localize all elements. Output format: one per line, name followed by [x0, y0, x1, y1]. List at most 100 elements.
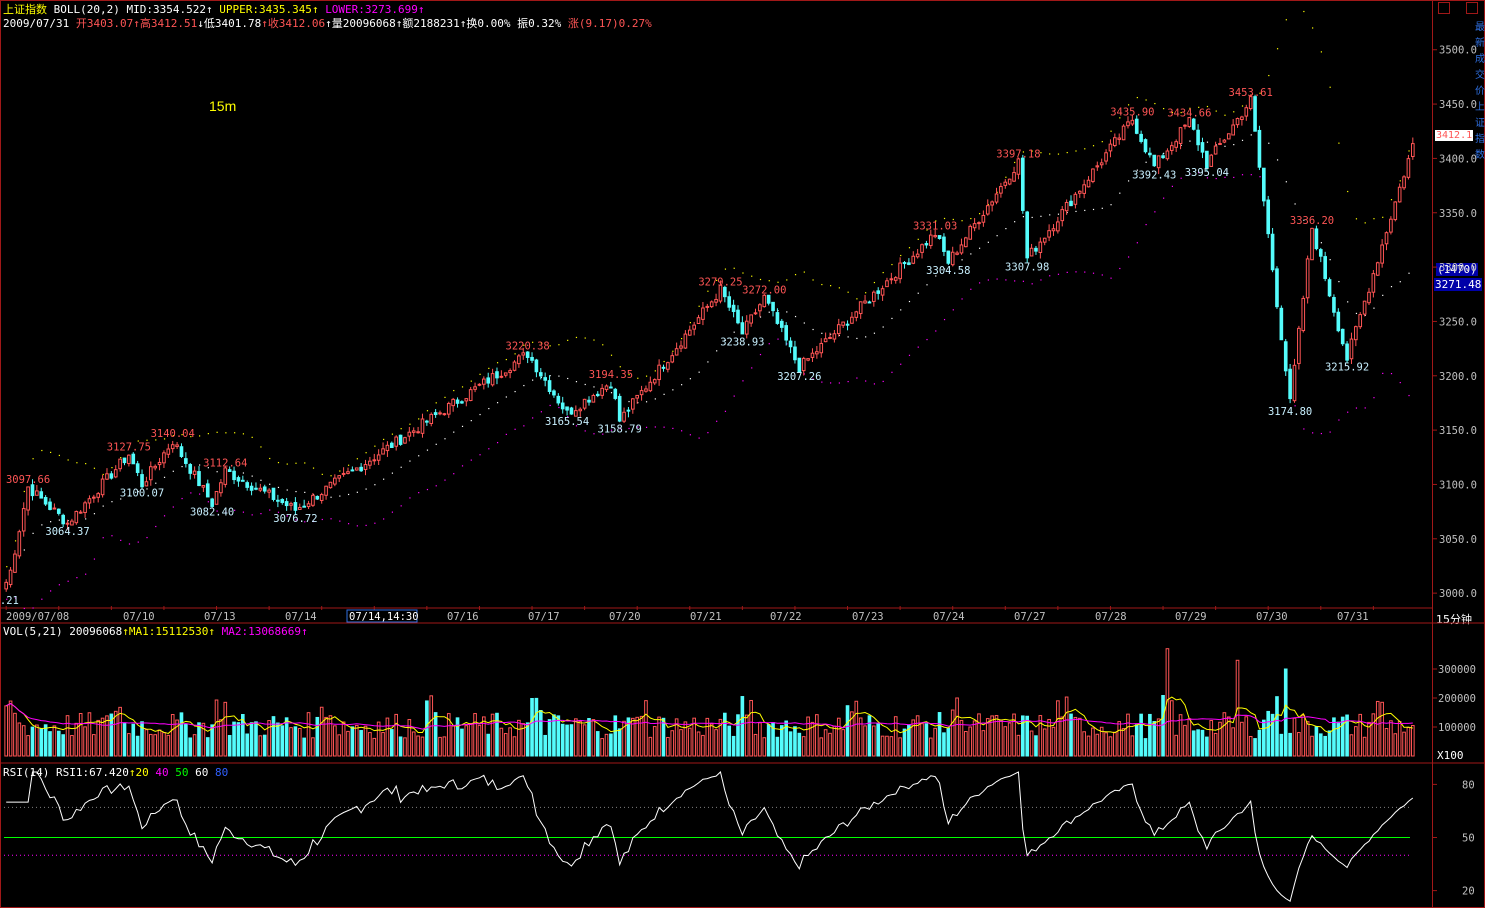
- candle-body: [574, 410, 578, 417]
- volume-bar: [538, 710, 543, 757]
- price-axis-label-4: 3300.0: [1439, 262, 1477, 274]
- boll-lower-dot: [479, 454, 481, 456]
- boll-upper-dot: [50, 451, 52, 454]
- boll-upper-dot: [549, 345, 551, 347]
- restore-icon[interactable]: [1438, 2, 1450, 14]
- candle-body: [1082, 184, 1086, 194]
- volume-bar: [1191, 730, 1196, 757]
- boll-lower-dot: [900, 363, 902, 365]
- candle-body: [718, 284, 723, 302]
- boll-lower-dot: [14, 597, 17, 599]
- volume-bar: [17, 722, 22, 757]
- candle-body: [96, 493, 101, 498]
- volume-bar: [512, 736, 517, 757]
- boll-upper-dot: [716, 279, 718, 281]
- candle-body: [1375, 262, 1380, 276]
- boll-lower-dot: [155, 525, 157, 528]
- boll-mid-dot: [1364, 314, 1366, 316]
- bar-amplitude: 振0.32%: [517, 17, 562, 30]
- volume-bar: [83, 726, 87, 757]
- candle-body: [227, 469, 232, 472]
- candle-body: [1358, 314, 1363, 328]
- candle-body: [1152, 154, 1157, 167]
- date-axis-label-10: 07/23: [852, 611, 884, 623]
- candle-body: [464, 398, 469, 402]
- candle-body: [1305, 258, 1310, 299]
- price-annotation-15: 3238.93: [720, 336, 764, 348]
- boll-mid-dot: [58, 519, 60, 521]
- boll-mid-dot: [908, 300, 911, 303]
- boll-lower-dot: [6, 598, 8, 600]
- boll-upper-dot: [312, 467, 315, 469]
- boll-upper-dot: [1136, 96, 1138, 99]
- bar-high: 高3412.51: [139, 17, 198, 30]
- volume-bar: [157, 729, 162, 757]
- boll-mid-dot: [67, 520, 69, 522]
- close-icon[interactable]: [1466, 2, 1478, 14]
- volume-bar: [556, 715, 561, 757]
- boll-mid-dot: [1373, 307, 1375, 309]
- candle-body: [17, 531, 22, 557]
- index-name[interactable]: 上证指数: [3, 3, 47, 16]
- boll-lower-dot: [93, 558, 96, 560]
- price-axis-label-2: 3400.0: [1439, 153, 1477, 165]
- volume-bar: [521, 723, 526, 757]
- candle-body: [482, 378, 486, 385]
- boll-lower-dot: [978, 282, 981, 284]
- candle-body: [1288, 368, 1292, 400]
- boll-upper-dot: [1382, 216, 1384, 218]
- candle-body: [1262, 167, 1266, 202]
- boll-lower-dot: [374, 522, 376, 524]
- boll-mid-dot: [1241, 139, 1244, 141]
- candle-body: [254, 487, 258, 490]
- boll-upper-dot: [76, 462, 78, 464]
- volume-bar: [701, 734, 705, 757]
- boll-lower-dot: [1224, 176, 1226, 179]
- cursor-price: 3271.48: [1434, 278, 1483, 291]
- candle-body: [100, 478, 105, 496]
- price-annotation-11: 3194.35: [589, 369, 633, 381]
- boll-lower-dot: [1303, 428, 1305, 430]
- boll-mid-dot: [1075, 210, 1077, 213]
- candle-body: [1231, 124, 1235, 136]
- volume-bar: [727, 725, 732, 757]
- candle-body: [35, 490, 39, 496]
- volume-bar: [381, 732, 385, 757]
- boll-lower-dot: [698, 437, 700, 439]
- candle-body: [692, 324, 696, 330]
- candle-body: [1314, 228, 1319, 250]
- volume-bar: [1073, 716, 1078, 757]
- volume-bar: [1038, 715, 1043, 757]
- price-annotation-23: 3434.66: [1167, 108, 1211, 120]
- boll-mid-dot: [1057, 213, 1060, 215]
- volume-bar: [245, 733, 250, 757]
- boll-lower-dot: [1171, 185, 1173, 187]
- candle-body: [806, 358, 810, 361]
- volume-bar: [648, 736, 653, 757]
- boll-mid-dot: [610, 392, 613, 394]
- boll-upper-dot: [181, 434, 183, 436]
- volume-bar: [591, 719, 596, 757]
- candle-body: [372, 459, 377, 462]
- boll-mid-dot: [1127, 180, 1130, 182]
- boll-lower-dot: [295, 519, 297, 521]
- boll-lower-dot: [873, 383, 876, 385]
- volume-bar: [1288, 732, 1292, 757]
- boll-mid-dot: [865, 336, 867, 338]
- boll-upper-dot: [1285, 19, 1287, 21]
- volume-bar: [815, 714, 819, 757]
- boll-mid-dot: [488, 407, 490, 410]
- boll-upper-dot: [339, 470, 341, 472]
- volume-bar: [762, 737, 767, 757]
- candle-body: [727, 296, 732, 308]
- boll-mid-dot: [505, 396, 507, 398]
- candle-body: [1402, 176, 1406, 189]
- volume-bar: [731, 735, 736, 757]
- boll-upper-dot: [759, 278, 762, 281]
- candle-body: [990, 201, 994, 206]
- volume-bar: [1134, 724, 1139, 757]
- boll-mid-dot: [593, 386, 595, 388]
- boll-mid-dot: [1101, 207, 1103, 209]
- volume-bar: [1051, 726, 1056, 757]
- candle-body: [631, 398, 635, 410]
